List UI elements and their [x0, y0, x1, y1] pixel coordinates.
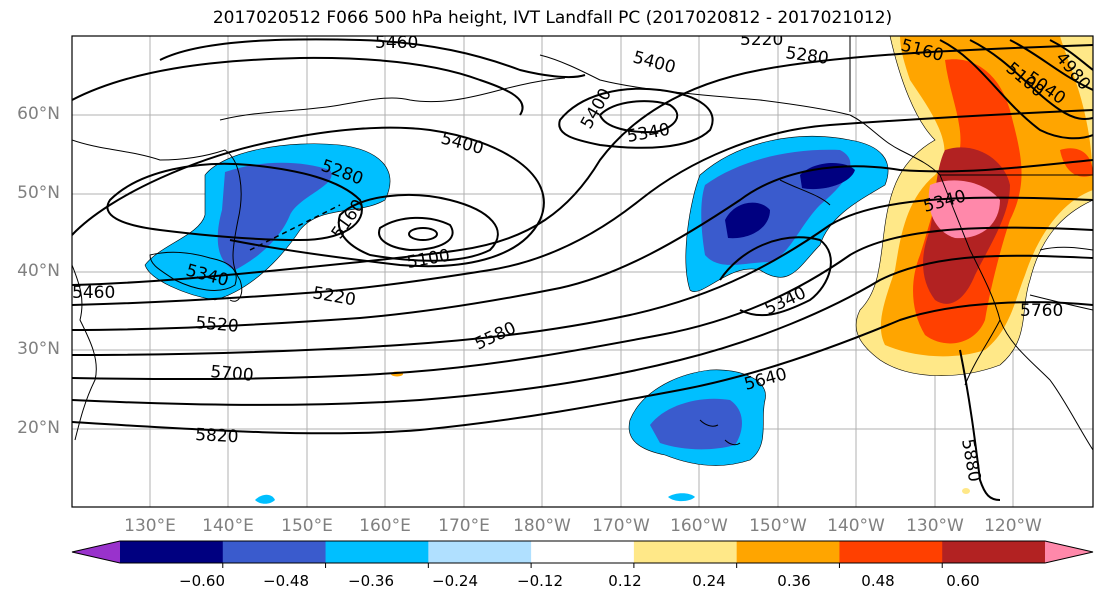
- lon-label: 130°E: [124, 516, 176, 536]
- lat-label-30n: 30°N: [17, 339, 60, 359]
- lon-label: 120°W: [984, 516, 1042, 536]
- lat-label-20n: 20°N: [17, 418, 60, 438]
- colorbar-tick-label: −0.24: [432, 572, 478, 590]
- colorbar-segment: [120, 541, 224, 563]
- colorbar-segment: [736, 541, 840, 563]
- contour-label: 5820: [195, 425, 239, 447]
- colorbar-arrow-min: [72, 541, 120, 563]
- colorbar-segment: [633, 541, 738, 563]
- lon-label: 140°W: [827, 516, 885, 536]
- lon-label: 170°E: [438, 516, 490, 536]
- lon-label: 150°W: [749, 516, 807, 536]
- colorbar-tick-label: −0.60: [179, 572, 225, 590]
- lon-label: 150°E: [281, 516, 333, 536]
- map-title: 2017020512 F066 500 hPa height, IVT Land…: [212, 8, 893, 28]
- positive-pc-spot-south: [962, 488, 970, 494]
- colorbar-segment: [942, 541, 1046, 563]
- colorbar-segment: [531, 541, 635, 563]
- colorbar: [71, 540, 1094, 568]
- trough-line: [249, 204, 341, 251]
- lon-label: 140°E: [202, 516, 254, 536]
- lon-label: 170°W: [592, 516, 650, 536]
- colorbar-segment: [325, 541, 429, 563]
- colorbar-tick-label: −0.12: [517, 572, 563, 590]
- contour-label: 5760: [1020, 301, 1063, 321]
- contour-label: 5700: [210, 362, 255, 386]
- colorbar-segment: [222, 541, 327, 563]
- colorbar-tick-label: 0.48: [861, 572, 895, 590]
- lat-label-40n: 40°N: [17, 261, 60, 281]
- lat-label-50n: 50°N: [17, 183, 60, 203]
- colorbar-tick-label: −0.48: [263, 572, 309, 590]
- colorbar-tick-label: 0.12: [608, 572, 642, 590]
- lon-label: 130°W: [906, 516, 964, 536]
- contour-label: 5220: [740, 30, 783, 50]
- height-contours: [72, 38, 1093, 501]
- contour-label: 5460: [72, 283, 115, 303]
- colorbar-arrow-max: [1045, 541, 1093, 563]
- lon-label: 160°W: [670, 516, 728, 536]
- positive-pc-region-west-coast: [855, 36, 1093, 376]
- colorbar-segment: [839, 541, 943, 563]
- contour-label: 5460: [375, 33, 418, 53]
- lon-label: 160°E: [359, 516, 411, 536]
- colorbar-tick-label: 0.36: [777, 572, 811, 590]
- negative-pc-region-gulf-alaska: [685, 136, 889, 292]
- lat-label-60n: 60°N: [17, 104, 60, 124]
- contour-label: 5520: [195, 313, 240, 337]
- colorbar-outline: [71, 540, 1094, 564]
- colorbar-tick-label: −0.36: [348, 572, 394, 590]
- map-frame: [71, 35, 1094, 508]
- colorbar-tick-label: 0.60: [946, 572, 980, 590]
- lon-label: 180°W: [513, 516, 571, 536]
- colorbar-segment: [428, 541, 532, 563]
- colorbar-tick-label: 0.24: [692, 572, 726, 590]
